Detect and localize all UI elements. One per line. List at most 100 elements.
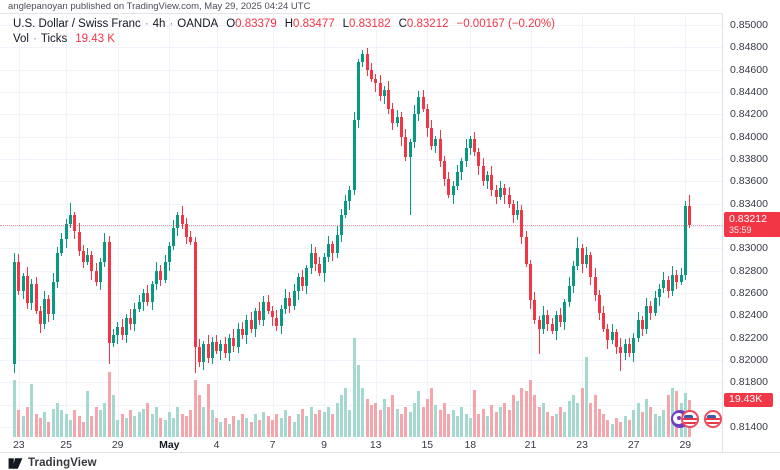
candle-down [189, 237, 193, 242]
grid-line-h [0, 69, 722, 71]
volume-bar [228, 423, 231, 437]
price-axis-label: 0.84800 [730, 41, 768, 54]
candle-down [619, 346, 623, 354]
candle-down [331, 243, 335, 253]
candle-up [455, 172, 459, 186]
candle-down [627, 344, 631, 354]
candle-down [606, 328, 610, 340]
candle-up [516, 210, 520, 215]
price-axis[interactable]: 0.85000 0.84800 0.84600 0.84400 0.84200 0.840… [722, 13, 780, 452]
price-axis-label: 0.82800 [730, 264, 768, 277]
candle-down [477, 152, 481, 166]
volume-bar [576, 402, 580, 437]
exchange-label[interactable]: OANDA [177, 18, 219, 30]
candle-down [249, 319, 253, 329]
volume-bar [430, 387, 434, 437]
candle-up [202, 344, 206, 363]
volume-bar [627, 419, 631, 437]
candle-down [580, 248, 584, 264]
candle-up [434, 138, 438, 146]
candle-down [533, 299, 537, 320]
volume-bar [176, 406, 180, 437]
volume-bar [584, 357, 588, 437]
grid-line-h [0, 203, 722, 205]
volume-bar [404, 406, 408, 437]
volume-bar [602, 414, 606, 437]
volume-bar [572, 395, 575, 437]
candle-up [68, 214, 72, 224]
grid-line-h [0, 159, 722, 160]
open-label: O [226, 18, 236, 30]
volume-bar [142, 408, 145, 437]
volume-bar [434, 404, 438, 437]
volume-bar [494, 412, 498, 437]
volume-study-label[interactable]: Vol [13, 33, 29, 45]
candle-down [206, 344, 210, 358]
volume-bar [107, 372, 111, 437]
candle-down [180, 214, 184, 224]
volume-bar [511, 395, 515, 437]
candle-down [17, 261, 21, 291]
candle-down [365, 54, 369, 70]
tradingview-logo-icon[interactable] [8, 457, 23, 470]
candle-down [524, 237, 528, 264]
volume-bar [593, 395, 597, 437]
candle-down [550, 324, 554, 331]
candle-down [232, 337, 236, 347]
volume-bar [60, 410, 64, 437]
current-price-badge: 0.83212 35:59 [724, 211, 780, 237]
candle-down [537, 319, 541, 329]
volume-bar [326, 406, 330, 437]
time-axis-label: 27 [627, 439, 640, 451]
candle-up [219, 344, 223, 351]
grid-line-h [0, 114, 722, 116]
candle-up [154, 270, 158, 285]
volume-bar [352, 338, 356, 437]
volume-bar [498, 406, 502, 437]
candle-down [640, 319, 644, 329]
candle-down [688, 205, 692, 225]
tradingview-brand[interactable]: TradingView [28, 457, 97, 469]
volume-bar [146, 402, 150, 437]
volume-bar [589, 402, 593, 437]
price-axis-label: 0.83800 [730, 153, 768, 165]
volume-bar [391, 395, 395, 437]
volume-bar [473, 389, 477, 437]
volume-bar [597, 408, 601, 437]
volume-bar [567, 400, 571, 437]
time-axis[interactable]: 23 25 29 May 4 7 9 13 15 18 21 23 27 29 [0, 438, 722, 452]
volume-bar [266, 416, 270, 437]
current-price-line [0, 224, 722, 226]
candle-up [236, 328, 240, 347]
interval-label[interactable]: 4h [152, 18, 166, 30]
volume-bar [236, 419, 240, 437]
volume-bar [640, 412, 644, 437]
candle-down [473, 138, 477, 153]
candle-down [288, 297, 292, 307]
header-divider [0, 13, 780, 14]
candle-down [391, 108, 395, 124]
chart-canvas[interactable]: U.S. Dollar / Swiss Franc · 4h · OANDA O0.833… [0, 13, 722, 438]
volume-bar [38, 418, 42, 437]
volume-bar [223, 418, 227, 437]
footer-divider [0, 452, 780, 453]
time-axis-label: 25 [60, 439, 72, 451]
candle-up [21, 276, 25, 291]
volume-bar [438, 410, 442, 437]
volume-bar [559, 406, 563, 437]
candle-up [417, 96, 421, 115]
change-value: −0.00167 (−0.20%) [456, 18, 555, 30]
symbol-title[interactable]: U.S. Dollar / Swiss Franc [13, 18, 141, 30]
volume-bar [408, 412, 412, 437]
volume-bar [124, 418, 128, 437]
volume-bar [417, 391, 421, 437]
time-axis-label: 21 [524, 439, 537, 451]
candle-down [146, 293, 150, 302]
candle-up [486, 174, 489, 182]
candle-down [481, 165, 485, 182]
candle-up [460, 161, 464, 173]
event-us-flag-icon[interactable] [704, 410, 722, 428]
candle-up [683, 205, 687, 276]
volume-bar [94, 406, 98, 437]
